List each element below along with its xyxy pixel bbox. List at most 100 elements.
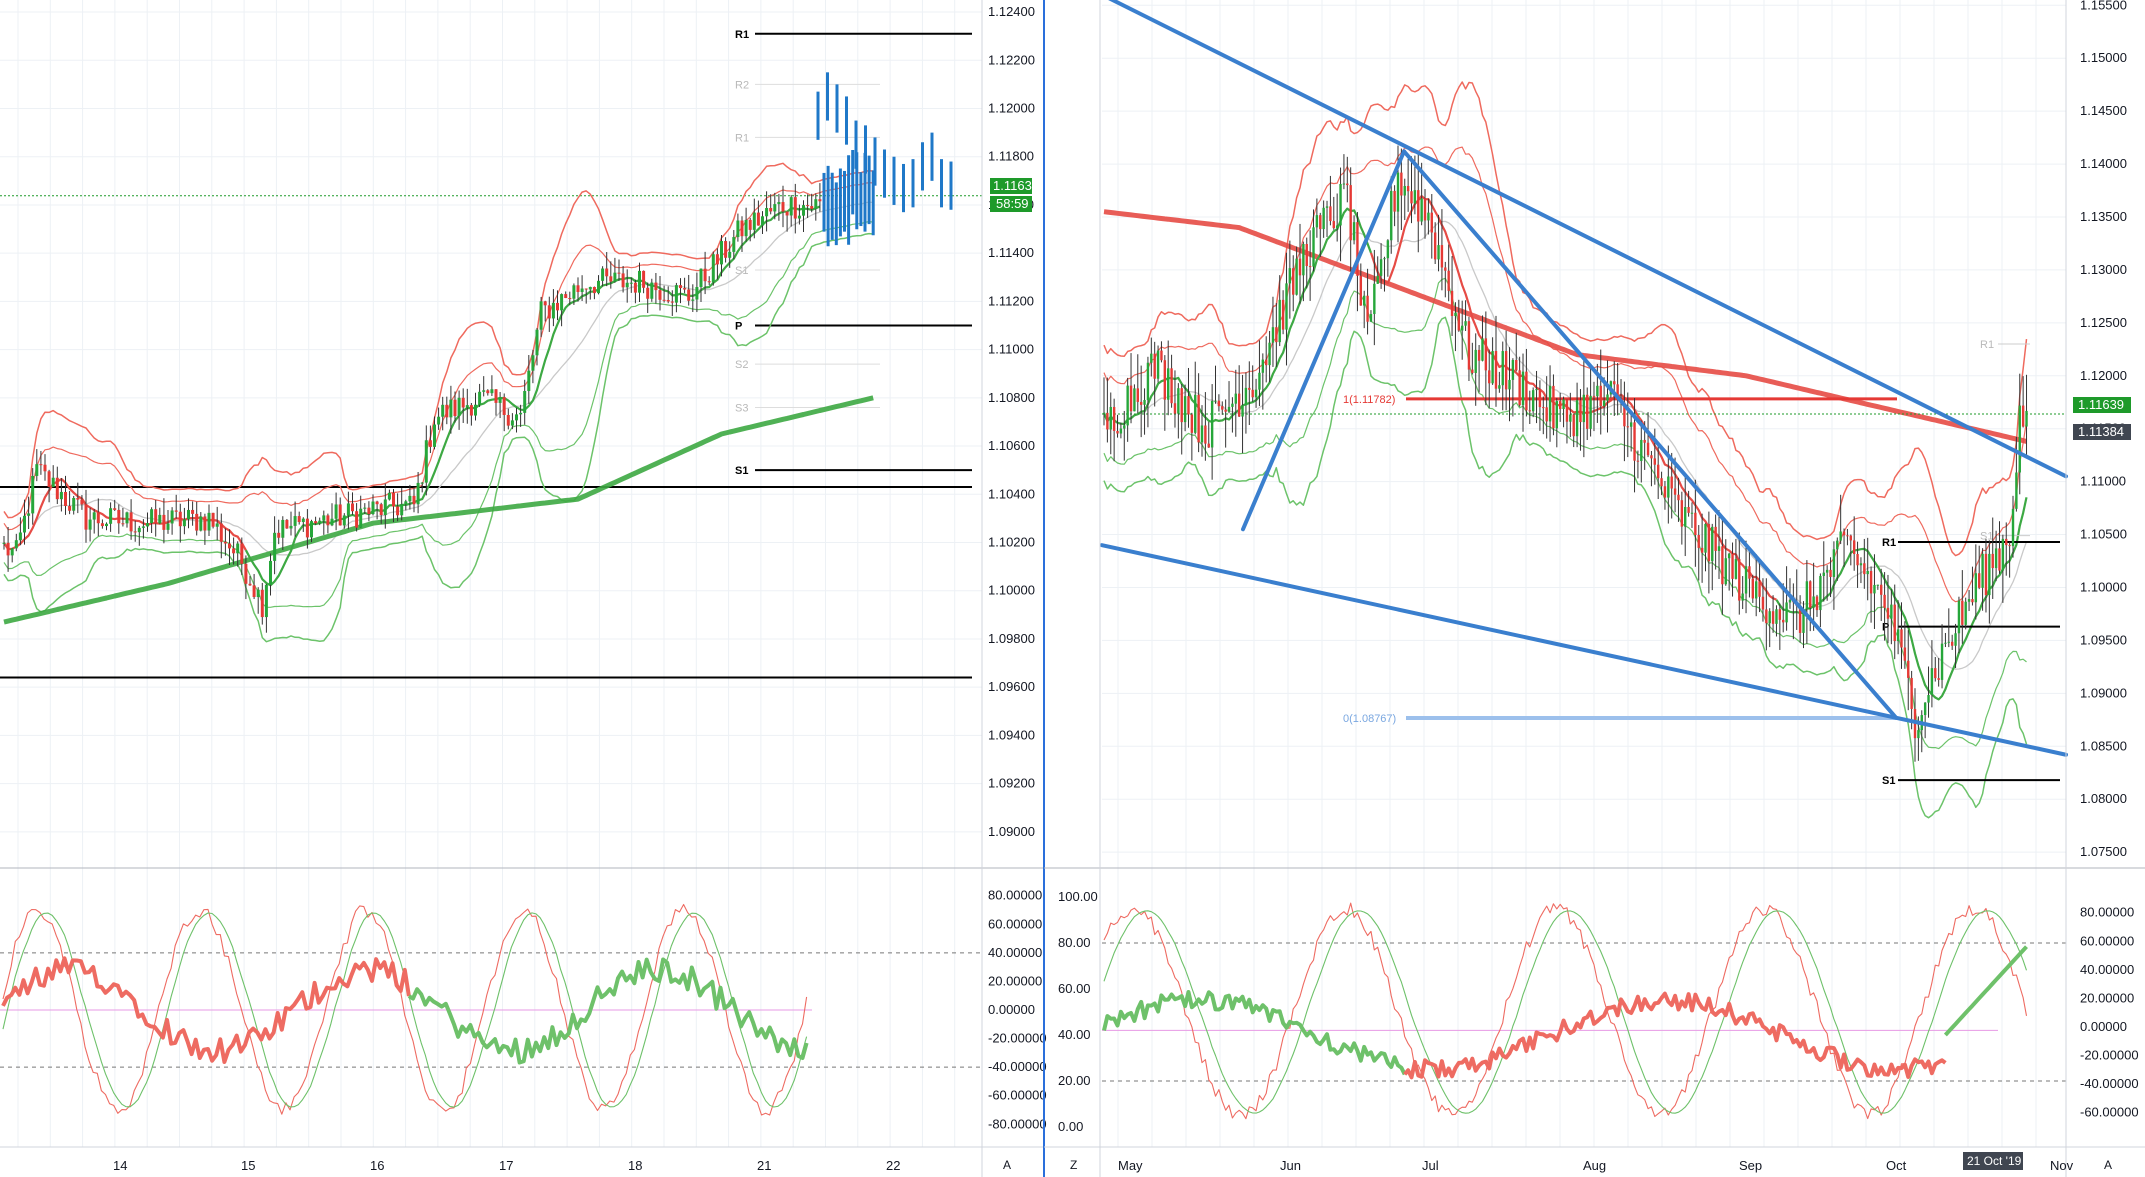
candle-body	[1136, 388, 1139, 402]
candle-body	[1518, 370, 1521, 406]
candle-body	[1613, 381, 1616, 385]
candle-body	[363, 507, 367, 509]
candle-body	[1910, 677, 1913, 709]
left-price-tick: 1.10600	[988, 438, 1035, 453]
candle-body	[1893, 604, 1896, 642]
left-pivot-label: S3	[735, 402, 748, 414]
right-time-tick: Jul	[1422, 1158, 1439, 1173]
right-time-tick: Oct	[1886, 1158, 1907, 1173]
candle-body	[1150, 353, 1153, 363]
left-chart-panel[interactable]: R1 R2 R1 S1 P S2 S3 S1 1.12400 1.12200 1.12000 1.1…	[0, 0, 1047, 1177]
candle-body	[765, 208, 769, 217]
candle-body	[748, 219, 752, 230]
right-price-tick: 1.11000	[2080, 474, 2126, 489]
candle-body	[1224, 409, 1227, 412]
candle-body	[92, 512, 96, 520]
left-price-tick: 1.12200	[988, 52, 1035, 67]
candle-body	[1863, 563, 1866, 575]
candle-body	[752, 212, 756, 230]
candle-body	[560, 294, 564, 311]
candle-body	[195, 513, 199, 531]
candle-body	[1177, 388, 1180, 414]
candle-body	[1420, 198, 1423, 222]
candle-body	[191, 509, 195, 514]
candle-body	[1119, 428, 1123, 434]
right-osc-left-tick: 80.00	[1058, 935, 1091, 950]
left-price-tick: 1.11800	[988, 149, 1034, 164]
candle-body	[646, 287, 650, 299]
candle-body	[1836, 540, 1839, 550]
candle-body	[1694, 512, 1697, 535]
candle-body	[785, 211, 789, 216]
left-osc-tick: 0.00000	[988, 1002, 1035, 1017]
left-time-tick: 18	[628, 1158, 642, 1173]
candle-body	[1616, 384, 1619, 399]
candle-body	[1900, 629, 1903, 648]
candle-body	[588, 286, 592, 290]
candle-body	[1488, 370, 1491, 384]
right-last-price-label: 1.11639	[2078, 397, 2124, 412]
right-price-tick: 1.07500	[2080, 844, 2127, 859]
right-osc-right-tick: 20.00000	[2080, 990, 2134, 1005]
candle-body	[601, 268, 605, 281]
candle-body	[371, 501, 375, 515]
candle-body	[1907, 660, 1910, 678]
candle-body	[322, 515, 326, 521]
candle-body	[1967, 599, 1971, 602]
candle-body	[2, 542, 6, 544]
candle-body	[18, 532, 22, 541]
candle-body	[1265, 359, 1268, 366]
right-zoom-button[interactable]: Z	[1070, 1158, 1077, 1172]
candle-body	[519, 412, 523, 415]
candle-body	[1545, 407, 1548, 422]
candle-body	[1633, 422, 1636, 461]
left-countdown-label: 58:59	[996, 196, 1029, 211]
candle-body	[1464, 321, 1467, 326]
candle-body	[187, 509, 190, 520]
candle-body	[2005, 538, 2008, 546]
candle-body	[182, 519, 186, 527]
candle-body	[580, 288, 584, 292]
candle-body	[1106, 412, 1109, 430]
left-price-tick: 1.10400	[988, 486, 1035, 501]
candle-body	[1640, 439, 1643, 461]
candle-body	[346, 503, 350, 516]
candle-body	[1197, 394, 1200, 443]
candle-body	[1227, 406, 1231, 412]
candle-body	[367, 507, 371, 515]
candle-body	[1501, 351, 1504, 386]
left-grid	[0, 0, 1043, 1148]
candle-body	[617, 272, 621, 274]
candle-body	[1163, 360, 1167, 400]
right-auto-scale-button[interactable]: A	[2104, 1158, 2112, 1172]
candle-body	[1207, 443, 1210, 448]
candle-body	[1288, 268, 1292, 284]
candle-body	[1667, 476, 1670, 498]
right-osc-fast-line	[1103, 902, 2028, 1120]
candle-body	[277, 532, 281, 538]
right-price-tick: 1.09000	[2080, 685, 2127, 700]
right-chart-panel[interactable]: 1(1.11782) 0(1.08767) R1 R1 S1 P S1 1.15500 1.1…	[1044, 0, 2145, 1177]
candle-body	[10, 548, 14, 556]
candle-body	[810, 206, 814, 209]
candle-body	[105, 523, 108, 527]
candle-body	[1335, 225, 1339, 229]
candle-body	[158, 514, 162, 524]
left-auto-scale-button[interactable]: A	[1003, 1158, 1011, 1172]
right-pivot-label: S1	[1980, 531, 1993, 543]
candle-body	[297, 516, 301, 522]
right-osc-right-tick: 40.00000	[2080, 962, 2134, 977]
left-osc-tick: 60.00000	[988, 916, 1042, 931]
candle-body	[1765, 609, 1768, 624]
candle-body	[1859, 563, 1863, 566]
candle-body	[465, 405, 469, 408]
candle-body	[1880, 584, 1883, 595]
candle-body	[1741, 593, 1744, 601]
left-price-tick: 1.09000	[988, 824, 1035, 839]
candle-body	[1346, 183, 1349, 186]
candle-body	[1994, 548, 1998, 569]
candle-body	[699, 268, 703, 288]
candle-body	[1572, 414, 1575, 437]
left-osc-tick: -60.00000	[988, 1088, 1047, 1103]
